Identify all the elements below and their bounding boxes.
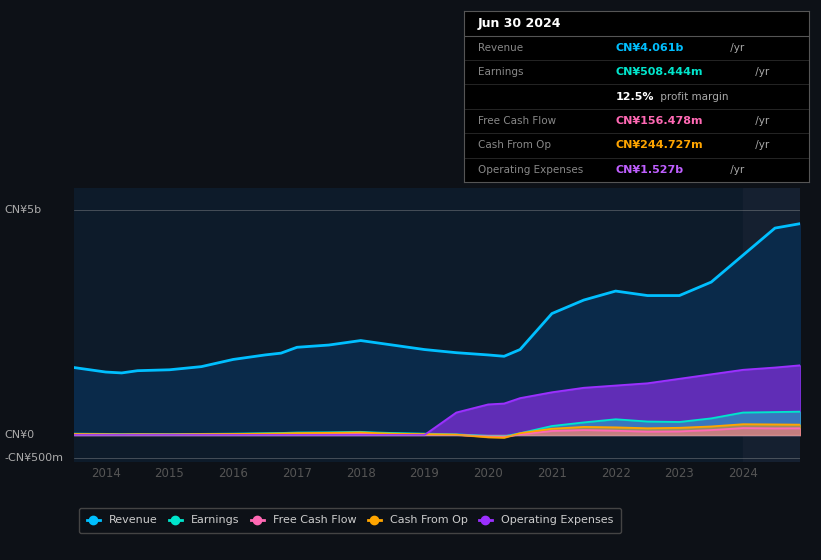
Text: CN¥156.478m: CN¥156.478m [616, 116, 703, 126]
Text: /yr: /yr [727, 43, 745, 53]
Text: -CN¥500m: -CN¥500m [4, 452, 63, 463]
Text: profit margin: profit margin [657, 92, 728, 101]
Text: /yr: /yr [752, 141, 769, 151]
Text: 12.5%: 12.5% [616, 92, 654, 101]
Text: /yr: /yr [752, 116, 769, 126]
Legend: Revenue, Earnings, Free Cash Flow, Cash From Op, Operating Expenses: Revenue, Earnings, Free Cash Flow, Cash … [79, 508, 621, 533]
Text: Earnings: Earnings [478, 67, 523, 77]
Text: Jun 30 2024: Jun 30 2024 [478, 17, 562, 30]
Text: Cash From Op: Cash From Op [478, 141, 551, 151]
Text: /yr: /yr [752, 67, 769, 77]
Bar [743, 188, 800, 462]
Text: CN¥0: CN¥0 [4, 430, 34, 440]
Text: CN¥244.727m: CN¥244.727m [616, 141, 704, 151]
Text: CN¥508.444m: CN¥508.444m [616, 67, 703, 77]
Text: Operating Expenses: Operating Expenses [478, 165, 583, 175]
Text: CN¥5b: CN¥5b [4, 205, 41, 215]
Text: Revenue: Revenue [478, 43, 523, 53]
Text: CN¥1.527b: CN¥1.527b [616, 165, 684, 175]
Text: CN¥4.061b: CN¥4.061b [616, 43, 684, 53]
Text: Free Cash Flow: Free Cash Flow [478, 116, 556, 126]
Text: /yr: /yr [727, 165, 745, 175]
